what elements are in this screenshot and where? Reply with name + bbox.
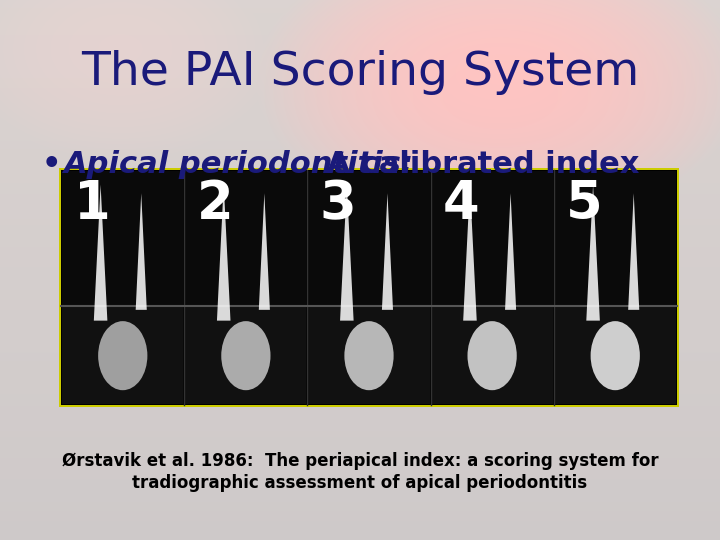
Bar <box>185 171 307 305</box>
Text: 2: 2 <box>197 178 233 230</box>
Text: The PAI Scoring System: The PAI Scoring System <box>81 50 639 95</box>
Polygon shape <box>505 193 516 310</box>
Polygon shape <box>628 193 639 310</box>
Bar <box>308 171 430 305</box>
Text: 1: 1 <box>73 178 110 230</box>
Text: A calibrated index: A calibrated index <box>316 150 639 179</box>
Bar <box>185 307 307 404</box>
Bar <box>59 168 679 407</box>
Ellipse shape <box>98 321 148 390</box>
Polygon shape <box>258 193 270 310</box>
Text: tradiographic assessment of apical periodontitis: tradiographic assessment of apical perio… <box>132 474 588 492</box>
Polygon shape <box>217 185 230 321</box>
Ellipse shape <box>344 321 394 390</box>
Ellipse shape <box>467 321 517 390</box>
Text: Apical periodontitis:: Apical periodontitis: <box>64 150 414 179</box>
Bar <box>431 171 553 305</box>
Text: •: • <box>42 150 61 179</box>
Polygon shape <box>340 185 354 321</box>
Polygon shape <box>94 185 107 321</box>
Text: 4: 4 <box>443 178 480 230</box>
Bar <box>431 307 553 404</box>
Text: Ørstavik et al. 1986:  The periapical index: a scoring system for: Ørstavik et al. 1986: The periapical ind… <box>62 452 658 470</box>
Text: 3: 3 <box>320 178 356 230</box>
Bar <box>554 307 676 404</box>
Bar <box>62 171 184 305</box>
Polygon shape <box>463 185 477 321</box>
Bar <box>62 307 184 404</box>
Polygon shape <box>135 193 147 310</box>
Ellipse shape <box>221 321 271 390</box>
Polygon shape <box>382 193 393 310</box>
Polygon shape <box>586 185 600 321</box>
Bar <box>61 170 677 405</box>
Ellipse shape <box>590 321 640 390</box>
Bar <box>308 307 430 404</box>
Text: 5: 5 <box>566 178 603 230</box>
Bar <box>554 171 676 305</box>
